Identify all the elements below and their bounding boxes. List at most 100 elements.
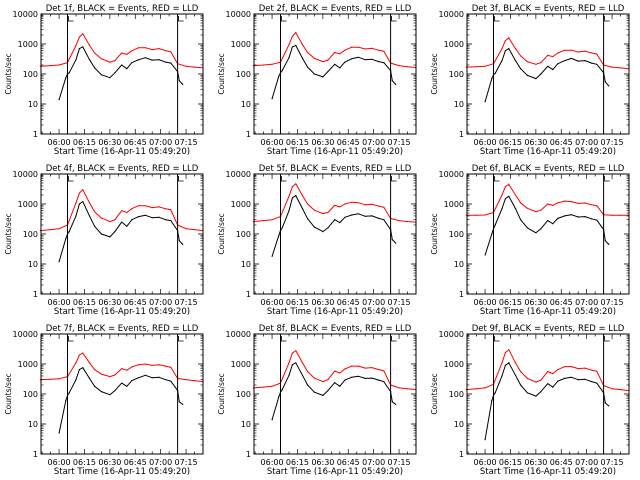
data-point-lld bbox=[484, 387, 486, 389]
data-point-events bbox=[547, 220, 549, 222]
data-point-lld bbox=[508, 37, 510, 39]
data-point-events bbox=[484, 254, 486, 256]
time-marker-tab bbox=[68, 336, 74, 342]
x-tick-label: 06:30 bbox=[98, 298, 121, 307]
y-tick-label: 1 bbox=[459, 130, 464, 139]
data-point-lld bbox=[144, 205, 146, 207]
y-tick-label: 100 bbox=[449, 230, 464, 239]
y-tick-label: 1 bbox=[33, 290, 38, 299]
data-point-lld bbox=[75, 44, 77, 47]
data-point-events bbox=[608, 405, 610, 407]
data-point-lld bbox=[307, 203, 309, 205]
data-point-events bbox=[58, 99, 60, 101]
data-point-events bbox=[144, 214, 146, 216]
data-point-lld bbox=[291, 352, 293, 354]
data-point-events bbox=[520, 68, 522, 70]
x-tick-label: 06:30 bbox=[311, 458, 334, 467]
data-point-lld bbox=[121, 210, 123, 212]
data-point-events bbox=[604, 402, 606, 404]
data-point-lld bbox=[165, 50, 167, 52]
data-point-lld bbox=[88, 44, 91, 47]
data-point-lld bbox=[351, 365, 353, 367]
data-point-events bbox=[484, 101, 486, 103]
data-point-lld bbox=[271, 385, 273, 387]
data-point-events bbox=[552, 223, 554, 225]
y-tick-label: 1 bbox=[246, 450, 251, 459]
data-point-events bbox=[144, 57, 146, 59]
x-tick-label: 07:00 bbox=[149, 138, 172, 147]
series-line-events-panel-6 bbox=[484, 195, 610, 256]
time-marker-tab bbox=[494, 336, 500, 342]
series-line-events-panel-4 bbox=[58, 201, 184, 262]
data-point-events bbox=[295, 362, 297, 364]
y-tick-label: 100 bbox=[449, 70, 464, 79]
x-tick-label: 06:00 bbox=[261, 458, 284, 467]
time-marker-tab bbox=[281, 16, 287, 22]
data-point-lld bbox=[50, 229, 52, 231]
y-tick-label: 100 bbox=[23, 390, 38, 399]
x-tick-label: 06:45 bbox=[124, 138, 147, 147]
x-tick-label: 07:00 bbox=[149, 298, 172, 307]
data-point-events bbox=[552, 69, 554, 71]
data-point-events bbox=[357, 375, 359, 377]
data-point-events bbox=[557, 63, 559, 65]
data-point-lld bbox=[322, 381, 324, 383]
data-point-events bbox=[535, 78, 537, 80]
time-marker-tab bbox=[494, 16, 500, 22]
data-point-lld bbox=[596, 205, 598, 207]
data-point-lld bbox=[291, 186, 293, 188]
data-point-lld bbox=[50, 65, 52, 67]
data-point-lld bbox=[406, 221, 409, 223]
x-axis-label: Start Time (16-Apr-11 05:49:20) bbox=[54, 307, 190, 317]
data-point-lld bbox=[584, 50, 586, 52]
panel-title: Det 4f, BLACK = Events, RED = LLD bbox=[46, 164, 199, 174]
data-point-events bbox=[344, 379, 346, 381]
x-tick-label: 07:15 bbox=[175, 298, 198, 307]
data-point-events bbox=[577, 60, 579, 62]
x-tick-label: 07:15 bbox=[388, 298, 411, 307]
data-point-lld bbox=[50, 378, 52, 380]
time-marker-tab bbox=[604, 16, 610, 22]
data-point-lld bbox=[476, 214, 478, 216]
data-point-events bbox=[501, 375, 503, 377]
data-point-lld bbox=[547, 371, 549, 373]
data-point-lld bbox=[484, 65, 486, 67]
y-tick-label: 100 bbox=[23, 230, 38, 239]
y-tick-label: 1 bbox=[459, 290, 464, 299]
data-point-events bbox=[351, 58, 353, 60]
data-point-events bbox=[395, 83, 397, 85]
data-point-events bbox=[182, 243, 184, 245]
data-point-events bbox=[491, 400, 493, 402]
data-point-events bbox=[281, 70, 283, 72]
x-tick-label: 06:00 bbox=[48, 138, 71, 147]
data-point-lld bbox=[383, 370, 385, 372]
data-point-lld bbox=[611, 214, 613, 216]
data-point-events bbox=[334, 382, 336, 384]
x-tick-label: 07:00 bbox=[575, 298, 598, 307]
data-point-events bbox=[504, 364, 506, 366]
x-tick-label: 06:45 bbox=[337, 458, 360, 467]
data-point-lld bbox=[301, 195, 304, 197]
data-point-lld bbox=[193, 380, 196, 382]
data-point-lld bbox=[596, 370, 598, 372]
x-tick-label: 06:45 bbox=[124, 298, 147, 307]
data-point-lld bbox=[476, 66, 478, 68]
data-point-lld bbox=[406, 66, 409, 68]
y-tick-label: 1000 bbox=[231, 360, 251, 369]
panel-4: 1 10 100 1000 10000 06:00 06:15 06:30 06:45 07:00… bbox=[4, 164, 204, 317]
data-point-events bbox=[339, 67, 341, 69]
data-point-lld bbox=[263, 386, 265, 388]
data-point-events bbox=[604, 240, 606, 242]
data-point-events bbox=[494, 72, 496, 74]
data-point-events bbox=[88, 377, 91, 379]
data-point-events bbox=[58, 432, 60, 434]
data-point-lld bbox=[144, 363, 146, 365]
data-point-events bbox=[75, 379, 77, 381]
data-point-events bbox=[131, 219, 133, 221]
data-point-lld bbox=[301, 44, 304, 46]
data-point-lld bbox=[526, 377, 529, 379]
data-point-events bbox=[182, 403, 184, 405]
data-point-lld bbox=[364, 48, 366, 50]
data-point-lld bbox=[138, 47, 140, 49]
data-point-events bbox=[391, 401, 393, 403]
